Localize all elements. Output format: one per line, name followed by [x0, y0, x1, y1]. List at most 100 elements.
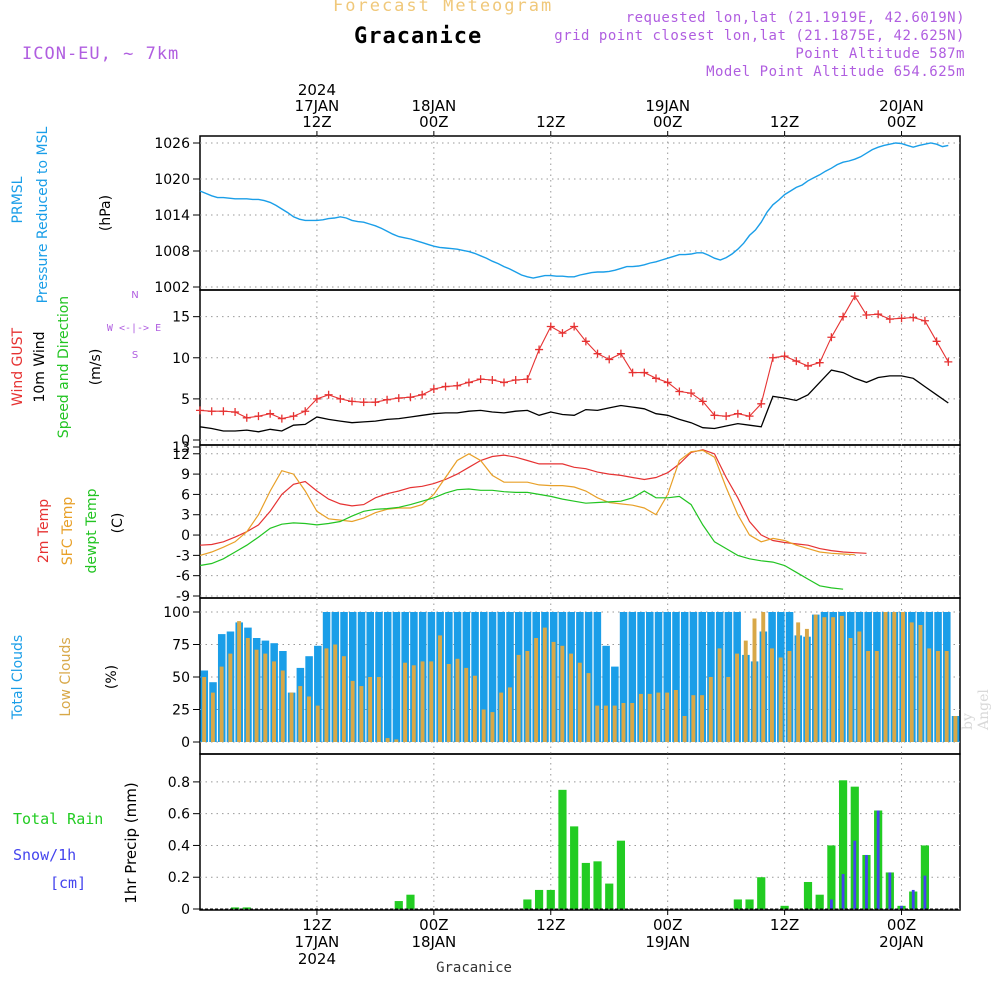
wind-gust-marker: [441, 382, 450, 391]
wind-gust-marker: [698, 397, 707, 406]
temperature-ytick-label: 0: [181, 528, 190, 544]
compass-west-east: W <-|-> E: [107, 323, 161, 334]
low-clouds-bar: [612, 705, 617, 742]
low-clouds-bar: [525, 651, 530, 742]
total-clouds-label: Total Clouds: [10, 635, 26, 720]
wind-gust-marker: [359, 398, 368, 407]
low-clouds-bar: [577, 662, 582, 742]
wind-gust-marker: [394, 394, 403, 403]
wind-ytick-label: 10: [172, 351, 190, 367]
low-clouds-bar: [647, 693, 652, 742]
wind-gust-marker: [429, 385, 438, 394]
rain-bar: [815, 894, 824, 909]
rain-bar: [534, 889, 544, 909]
wind-ytick-label: 5: [181, 392, 190, 408]
wind-gust-marker: [593, 349, 602, 358]
bottom-time-label: 2024: [298, 950, 336, 968]
total-rain-label: Total Rain: [13, 810, 103, 828]
wind-10m-label: 10m Wind: [32, 331, 48, 402]
wind-gust-marker: [231, 408, 240, 417]
total-clouds-bar: [357, 612, 366, 742]
location-title: Gracanice: [354, 24, 483, 49]
rain-bar: [616, 840, 626, 909]
precip-ytick-label: 0.2: [168, 870, 190, 886]
compass-south: S: [132, 350, 138, 361]
low-clouds-bar: [761, 612, 766, 742]
precip-ytick-label: 0.4: [168, 838, 190, 854]
bottom-time-label: 12Z: [770, 916, 799, 934]
total-clouds-bar: [314, 645, 322, 742]
rain-bar: [838, 780, 848, 909]
bottom-time-label: 00Z: [887, 916, 916, 934]
wind-gust-marker: [768, 353, 777, 362]
low-clouds-bar: [446, 664, 451, 742]
wind-gust-marker: [383, 395, 392, 404]
total-clouds-bar: [680, 612, 689, 742]
wind-gust-marker: [207, 407, 216, 416]
wind-gust-marker: [546, 322, 555, 331]
top-time-label: 2024: [298, 81, 336, 99]
wind-gust-marker: [511, 375, 520, 384]
wind-gust-marker: [909, 313, 918, 322]
pressure-ytick-label: 1014: [154, 208, 190, 224]
bottom-time-label: 20JAN: [879, 933, 924, 951]
low-clouds-bar: [289, 692, 294, 742]
bottom-time-label: 12Z: [302, 916, 331, 934]
low-clouds-bar: [743, 640, 748, 742]
snow-bar: [876, 810, 880, 909]
wind-gust-marker: [242, 413, 251, 422]
low-clouds-bar: [901, 612, 905, 742]
temp-unit: (C): [110, 513, 126, 534]
low-clouds-bar: [280, 670, 285, 742]
bottom-time-label: 17JAN: [295, 933, 340, 951]
low-clouds-bar: [202, 677, 207, 742]
requested-coordinates: requested lon,lat (21.1919E, 42.6019N): [625, 10, 965, 26]
wind-gust-marker: [558, 329, 567, 338]
low-clouds-bar: [455, 658, 460, 742]
snow-bar: [853, 840, 857, 909]
low-clouds-bar: [350, 680, 355, 742]
wind-gust-marker: [301, 407, 310, 416]
low-clouds-bar: [630, 703, 635, 742]
wind-unit: (m/s): [88, 349, 104, 386]
precip-panel-frame: [199, 753, 961, 911]
wind-gust-marker: [535, 345, 544, 354]
low-clouds-bar: [638, 693, 643, 742]
clouds-ytick-label: 25: [172, 703, 190, 719]
low-clouds-bar: [359, 686, 364, 742]
temperature-ytick-label: -6: [176, 569, 190, 585]
total-clouds-bar: [480, 612, 488, 742]
low-clouds-bar: [953, 716, 958, 742]
pressure-line: [199, 142, 949, 279]
wind-gust-marker: [254, 412, 263, 421]
low-clouds-bar: [874, 651, 879, 742]
temperature-ytick-label: 12: [172, 447, 190, 463]
low-clouds-bar: [822, 617, 827, 742]
temp-line-2m-temp: [199, 449, 867, 554]
wind-gust-marker: [289, 412, 298, 421]
low-clouds-bar: [717, 648, 722, 742]
wind-gust-marker: [488, 375, 497, 384]
low-clouds-bar: [682, 716, 687, 742]
top-time-label: 17JAN: [295, 97, 340, 115]
low-clouds-bar: [472, 675, 477, 742]
total-clouds-bar: [619, 612, 628, 742]
wind-gust-marker: [500, 378, 508, 387]
total-clouds-bar: [611, 666, 619, 742]
total-clouds-bar: [602, 645, 610, 742]
low-clouds-bar: [481, 709, 486, 742]
total-clouds-bar: [637, 612, 645, 742]
low-clouds-bar: [464, 667, 469, 742]
wind-gust-marker: [406, 393, 415, 402]
pressure-ytick-label: 1002: [154, 280, 190, 296]
wind-gust-marker: [932, 337, 941, 346]
precip-ytick-label: 0.8: [168, 775, 190, 791]
total-clouds-bar: [646, 612, 654, 742]
pressure-label-long: Pressure Reduced to MSL: [35, 126, 51, 303]
total-clouds-bar: [698, 612, 706, 742]
rain-bar: [394, 901, 403, 909]
wind-gust-marker: [581, 337, 590, 346]
temperature-ytick-label: -3: [176, 548, 190, 564]
wind-gust-marker: [652, 374, 660, 383]
bottom-time-label: 00Z: [419, 916, 448, 934]
